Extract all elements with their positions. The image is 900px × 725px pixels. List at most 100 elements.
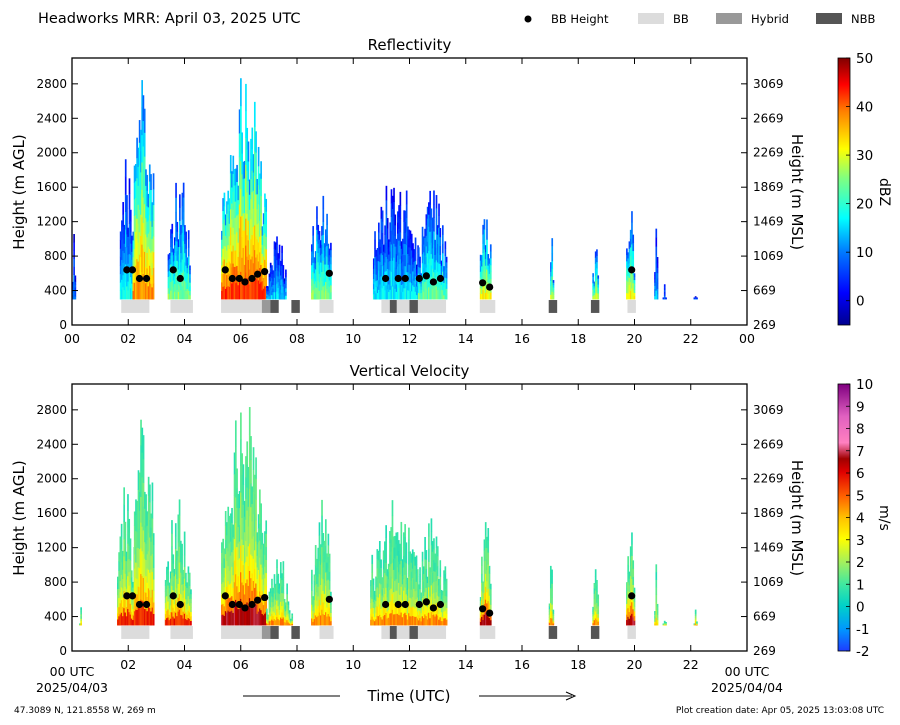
velocity-echo-cell xyxy=(233,495,236,518)
velocity-echo-cell xyxy=(440,589,443,595)
velocity-echo-cell xyxy=(370,608,372,615)
reflectivity-echo-cell xyxy=(251,191,254,214)
velocity-echo-cell xyxy=(632,568,635,577)
velocity-echo-cell xyxy=(319,554,322,565)
velocity-echo-cell xyxy=(166,610,168,619)
velocity-echo-cell xyxy=(376,549,379,559)
velocity-echo-cell xyxy=(430,571,433,586)
velocity-echo-cell xyxy=(387,579,390,588)
velocity-echo-cell xyxy=(419,617,421,626)
reflectivity-echo-cell xyxy=(74,281,77,285)
reflectivity-echo-cell xyxy=(379,261,381,270)
reflectivity-echo-cell xyxy=(133,282,136,300)
reflectivity-echo-cell xyxy=(629,281,632,291)
velocity-echo-cell xyxy=(245,456,247,478)
velocity-echo-cell xyxy=(436,575,439,586)
reflectivity-echo-cell xyxy=(596,274,598,281)
reflectivity-echo-cell xyxy=(146,221,149,238)
velocity-echo-cell xyxy=(274,614,277,621)
reflectivity-echo-cell xyxy=(277,293,280,300)
reflectivity-echo-cell xyxy=(255,278,257,300)
velocity-echo-cell xyxy=(420,608,423,614)
reflectivity-echo-cell xyxy=(247,240,250,261)
reflectivity-echo-cell xyxy=(428,202,430,215)
velocity-echo-cell xyxy=(253,531,256,551)
reflectivity-echo-cell xyxy=(694,296,697,298)
velocity-echo-cell xyxy=(313,618,316,626)
velocity-echo-cell xyxy=(190,598,192,604)
reflectivity-echo-cell xyxy=(627,252,629,259)
velocity-echo-cell xyxy=(277,612,280,620)
velocity-bb-height-point xyxy=(401,600,409,609)
reflectivity-echo-cell xyxy=(443,266,445,271)
velocity-echo-cell xyxy=(411,596,414,607)
velocity-echo-cell xyxy=(135,562,137,579)
reflectivity-echo-cell xyxy=(400,248,403,257)
velocity-echo-cell xyxy=(172,554,175,564)
reflectivity-echo-cell xyxy=(265,236,268,250)
reflectivity-echo-cell xyxy=(407,280,409,291)
velocity-echo-cell xyxy=(243,516,246,533)
velocity-echo-cell xyxy=(233,538,236,561)
reflectivity-echo-cell xyxy=(378,270,380,281)
reflectivity-echo-cell xyxy=(72,281,74,285)
velocity-echo-cell xyxy=(174,612,177,626)
velocity-echo-cell xyxy=(272,597,275,603)
velocity-y-tick-label: 800 xyxy=(44,575,67,589)
reflectivity-echo-cell xyxy=(189,278,191,283)
reflectivity-echo-cell xyxy=(322,260,325,274)
reflectivity-echo-cell xyxy=(283,296,286,300)
velocity-echo-cell xyxy=(423,588,425,597)
velocity-echo-cell xyxy=(440,620,443,626)
reflectivity-echo-cell xyxy=(407,235,409,245)
velocity-echo-cell xyxy=(409,597,412,608)
velocity-echo-cell xyxy=(286,609,288,616)
reflectivity-echo-cell xyxy=(445,256,448,263)
reflectivity-echo-cell xyxy=(283,280,286,284)
velocity-echo-cell xyxy=(251,503,254,522)
velocity-echo-cell xyxy=(392,569,395,582)
reflectivity-echo-cell xyxy=(228,248,231,262)
velocity-echo-cell xyxy=(246,464,249,488)
velocity-echo-cell xyxy=(431,562,434,573)
reflectivity-echo-cell xyxy=(136,157,138,179)
reflectivity-echo-cell xyxy=(314,257,317,264)
reflectivity-echo-cell xyxy=(222,248,224,262)
velocity-echo-cell xyxy=(180,604,182,615)
reflectivity-echo-cell xyxy=(261,244,264,254)
velocity-echo-cell xyxy=(290,623,292,625)
velocity-echo-cell xyxy=(285,610,287,615)
velocity-echo-cell xyxy=(267,614,269,617)
velocity-echo-cell xyxy=(247,466,250,488)
velocity-echo-cell xyxy=(592,611,594,615)
reflectivity-echo-cell xyxy=(436,225,439,235)
velocity-echo-cell xyxy=(426,576,429,584)
reflectivity-echo-cell xyxy=(328,286,331,294)
velocity-echo-cell xyxy=(168,598,171,605)
reflectivity-echo-cell xyxy=(633,292,636,297)
reflectivity-echo-cell xyxy=(435,247,438,261)
velocity-echo-cell xyxy=(312,617,314,622)
reflectivity-echo-cell xyxy=(428,238,430,252)
velocity-echo-cell xyxy=(434,589,437,599)
velocity-echo-cell xyxy=(232,537,235,551)
reflectivity-echo-cell xyxy=(375,280,378,288)
reflectivity-echo-cell xyxy=(145,234,147,251)
velocity-echo-cell xyxy=(241,582,243,604)
reflectivity-echo-cell xyxy=(434,239,437,248)
reflectivity-echo-cell xyxy=(628,291,631,300)
velocity-echo-cell xyxy=(137,470,140,490)
velocity-echo-cell xyxy=(147,606,150,626)
velocity-echo-cell xyxy=(444,595,447,604)
velocity-echo-cell xyxy=(433,592,435,604)
velocity-echo-cell xyxy=(440,594,443,600)
velocity-echo-cell xyxy=(221,542,223,553)
velocity-echo-cell xyxy=(242,524,245,546)
velocity-echo-cell xyxy=(133,610,136,626)
velocity-echo-cell xyxy=(421,588,424,598)
reflectivity-echo-cell xyxy=(141,271,143,300)
reflectivity-echo-cell xyxy=(403,221,405,233)
velocity-echo-cell xyxy=(311,583,313,591)
reflectivity-echo-cell xyxy=(428,250,430,264)
velocity-echo-cell xyxy=(394,591,396,604)
